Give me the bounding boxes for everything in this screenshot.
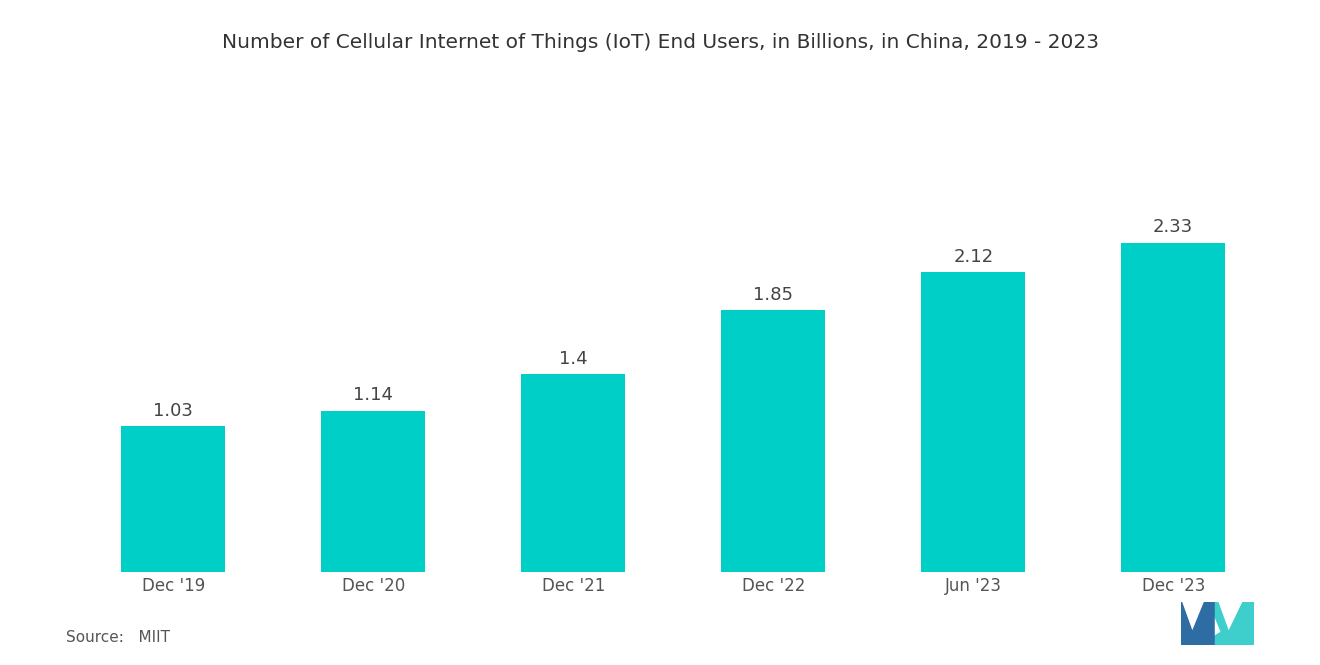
Text: 1.03: 1.03 (153, 402, 193, 420)
Text: 1.85: 1.85 (754, 286, 793, 304)
Bar (521, 374, 626, 572)
Text: 2.12: 2.12 (953, 248, 993, 266)
Bar (121, 426, 226, 572)
Text: 2.33: 2.33 (1154, 218, 1193, 236)
Bar (921, 273, 1026, 572)
Text: 1.14: 1.14 (354, 386, 393, 404)
Polygon shape (1200, 602, 1254, 645)
Polygon shape (1181, 602, 1214, 645)
Bar (1121, 243, 1225, 572)
Bar (321, 411, 425, 572)
Text: 1.4: 1.4 (558, 350, 587, 368)
Bar (721, 311, 825, 572)
Text: Source:   MIIT: Source: MIIT (66, 630, 170, 645)
Text: Number of Cellular Internet of Things (IoT) End Users, in Billions, in China, 20: Number of Cellular Internet of Things (I… (222, 33, 1098, 53)
